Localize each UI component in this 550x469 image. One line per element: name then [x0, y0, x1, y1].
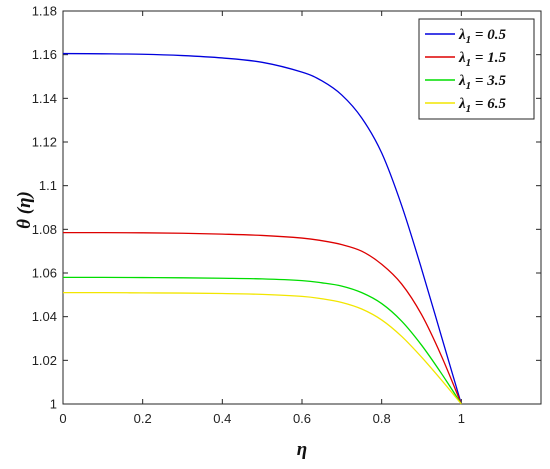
series-lines — [62, 52, 462, 405]
x-tick-label: 1 — [458, 411, 465, 426]
x-tick-label: 0.8 — [373, 411, 391, 426]
legend-label-1: λ1 = 0.5 — [458, 27, 506, 46]
series-line-4 — [62, 291, 462, 405]
x-axis-ticks: 0 0.2 0.4 0.6 0.8 1 — [59, 11, 465, 426]
y-tick-label: 1.1 — [39, 178, 57, 193]
x-tick-label: 0.2 — [134, 411, 152, 426]
series-line-2 — [62, 231, 462, 405]
x-tick-label: 0.4 — [213, 411, 231, 426]
y-tick-label: 1.14 — [32, 91, 57, 106]
y-tick-label: 1.16 — [32, 47, 57, 62]
x-tick-label: 0 — [59, 411, 66, 426]
legend-label-4: λ1 = 6.5 — [458, 96, 506, 115]
series-line-3 — [62, 276, 462, 405]
y-tick-label: 1 — [50, 397, 57, 412]
y-axis-ticks: 1 1.02 1.04 1.06 1.08 1.1 1.12 1.14 1.16 1.18 — [32, 4, 541, 412]
y-tick-label: 1.12 — [32, 135, 57, 150]
y-axis-label: θ (η) — [14, 191, 35, 229]
y-tick-label: 1.02 — [32, 353, 57, 368]
legend-label-3: λ1 = 3.5 — [458, 73, 506, 92]
y-tick-label: 1.06 — [32, 266, 57, 281]
y-tick-label: 1.18 — [32, 4, 57, 19]
legend-label-2: λ1 = 1.5 — [458, 50, 506, 69]
legend: λ1 = 0.5 λ1 = 1.5 λ1 = 3.5 λ1 = 6.5 — [418, 18, 535, 120]
y-tick-label: 1.08 — [32, 222, 57, 237]
x-axis-label: η — [297, 439, 307, 460]
y-tick-label: 1.04 — [32, 309, 57, 324]
x-tick-label: 0.6 — [293, 411, 311, 426]
series-line-1 — [62, 52, 462, 405]
